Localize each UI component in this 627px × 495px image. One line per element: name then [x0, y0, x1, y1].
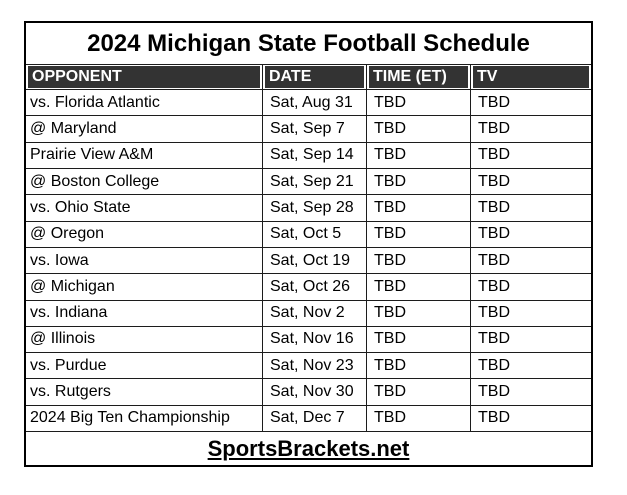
schedule-row: vs. Florida Atlantic Sat, Aug 31 TBD TBD — [26, 90, 591, 116]
column-header-date: DATE — [262, 65, 366, 89]
table-footer: SportsBrackets.net — [26, 431, 591, 465]
opponent-cell: @ Michigan — [30, 277, 115, 295]
opponent-cell: vs. Rutgers — [30, 383, 111, 401]
column-header-label: TV — [473, 66, 589, 88]
tv-cell: TBD — [470, 90, 591, 116]
tv-cell: TBD — [470, 405, 591, 432]
sportsbrackets-link[interactable]: SportsBrackets.net — [207, 435, 410, 461]
schedule-row: 2024 Big Ten Championship Sat, Dec 7 TBD TB… — [26, 404, 591, 432]
tv-cell: TBD — [470, 168, 591, 195]
time-cell: TBD — [366, 168, 470, 195]
schedule-row: vs. Iowa Sat, Oct 19 TBD TBD — [26, 246, 591, 274]
date-cell: Sat, Nov 16 — [262, 326, 366, 353]
date-cell: Sat, Sep 7 — [262, 116, 366, 142]
time-cell: TBD — [366, 195, 470, 221]
column-header-opponent: OPPONENT — [26, 65, 262, 89]
tv-cell: TBD — [470, 300, 591, 326]
time-cell: TBD — [366, 274, 470, 300]
tv-cell: TBD — [470, 247, 591, 274]
date-cell: Sat, Sep 21 — [262, 168, 366, 195]
schedule-row: @ Boston College Sat, Sep 21 TBD TBD — [26, 167, 591, 195]
schedule-row: Prairie View A&M Sat, Sep 14 TBD TBD — [26, 141, 591, 168]
time-cell: TBD — [366, 353, 470, 379]
schedule-table: 2024 Michigan State Football Schedule OP… — [24, 21, 593, 467]
date-cell: Sat, Aug 31 — [262, 90, 366, 116]
date-cell: Sat, Sep 14 — [262, 142, 366, 168]
tv-cell: TBD — [470, 326, 591, 353]
time-cell: TBD — [366, 247, 470, 274]
date-cell: Sat, Nov 30 — [262, 379, 366, 405]
table-header-row: OPPONENT DATE TIME (ET) TV — [26, 64, 591, 90]
date-cell: Sat, Dec 7 — [262, 405, 366, 432]
schedule-row: @ Illinois Sat, Nov 16 TBD TBD — [26, 325, 591, 353]
date-cell: Sat, Oct 5 — [262, 221, 366, 247]
time-cell: TBD — [366, 116, 470, 142]
column-header-label: DATE — [265, 66, 364, 88]
time-cell: TBD — [366, 405, 470, 432]
date-cell: Sat, Nov 2 — [262, 300, 366, 326]
tv-cell: TBD — [470, 221, 591, 247]
opponent-cell: @ Illinois — [30, 330, 96, 348]
time-cell: TBD — [366, 142, 470, 168]
schedule-row: @ Oregon Sat, Oct 5 TBD TBD — [26, 220, 591, 247]
column-header-time: TIME (ET) — [366, 65, 470, 89]
schedule-row: vs. Ohio State Sat, Sep 28 TBD TBD — [26, 194, 591, 221]
time-cell: TBD — [366, 300, 470, 326]
tv-cell: TBD — [470, 353, 591, 379]
time-cell: TBD — [366, 90, 470, 116]
schedule-row: @ Maryland Sat, Sep 7 TBD TBD — [26, 115, 591, 142]
time-cell: TBD — [366, 326, 470, 353]
schedule-row: vs. Indiana Sat, Nov 2 TBD TBD — [26, 299, 591, 326]
schedule-row: vs. Rutgers Sat, Nov 30 TBD TBD — [26, 378, 591, 405]
column-header-label: TIME (ET) — [369, 66, 468, 88]
opponent-cell: @ Oregon — [30, 225, 105, 243]
date-cell: Sat, Nov 23 — [262, 353, 366, 379]
column-header-label: OPPONENT — [28, 66, 260, 88]
date-cell: Sat, Oct 26 — [262, 274, 366, 300]
opponent-cell: Prairie View A&M — [30, 146, 154, 164]
tv-cell: TBD — [470, 195, 591, 221]
schedule-row: @ Michigan Sat, Oct 26 TBD TBD — [26, 273, 591, 300]
opponent-cell: vs. Indiana — [30, 304, 108, 322]
tv-cell: TBD — [470, 379, 591, 405]
opponent-cell: vs. Iowa — [30, 251, 89, 269]
schedule-row: vs. Purdue Sat, Nov 23 TBD TBD — [26, 352, 591, 379]
time-cell: TBD — [366, 221, 470, 247]
table-body: vs. Florida Atlantic Sat, Aug 31 TBD TBD @ M… — [26, 90, 591, 432]
opponent-cell: vs. Florida Atlantic — [30, 93, 160, 111]
opponent-cell: @ Boston College — [30, 172, 160, 190]
tv-cell: TBD — [470, 274, 591, 300]
opponent-cell: 2024 Big Ten Championship — [30, 409, 230, 427]
column-header-tv: TV — [470, 65, 591, 89]
date-cell: Sat, Oct 19 — [262, 247, 366, 274]
opponent-cell: vs. Purdue — [30, 356, 107, 374]
opponent-cell: @ Maryland — [30, 119, 117, 137]
time-cell: TBD — [366, 379, 470, 405]
table-title: 2024 Michigan State Football Schedule — [87, 29, 530, 57]
tv-cell: TBD — [470, 142, 591, 168]
date-cell: Sat, Sep 28 — [262, 195, 366, 221]
tv-cell: TBD — [470, 116, 591, 142]
opponent-cell: vs. Ohio State — [30, 198, 131, 216]
